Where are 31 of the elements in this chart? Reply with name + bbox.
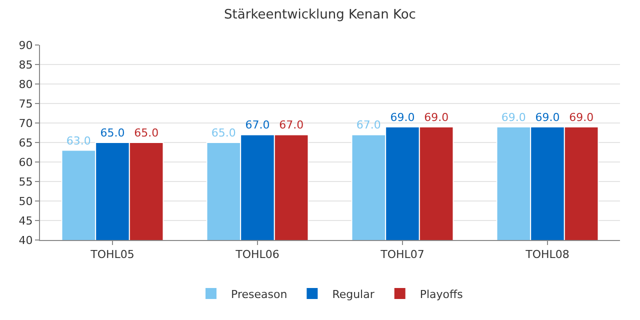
- data-label: 65.0: [134, 126, 159, 140]
- y-tick-label: 40: [18, 234, 33, 247]
- legend-label: Preseason: [231, 288, 288, 301]
- x-tick-label: TOHL08: [524, 248, 570, 262]
- y-tick-label: 60: [18, 156, 33, 169]
- y-tick-label: 85: [18, 58, 33, 72]
- y-tick-label: 55: [18, 175, 33, 188]
- data-label: 65.0: [211, 126, 236, 140]
- data-label: 65.0: [100, 126, 125, 140]
- legend-label: Playoffs: [420, 288, 464, 301]
- chart-title: Stärkeentwicklung Kenan Koc: [224, 8, 416, 23]
- data-label: 69.0: [535, 110, 560, 124]
- data-label: 67.0: [279, 118, 304, 132]
- data-label: 69.0: [501, 110, 526, 124]
- y-tick-label: 75: [18, 97, 33, 110]
- data-label: 69.0: [569, 110, 594, 124]
- data-label: 67.0: [356, 118, 381, 132]
- y-tick-label: 65: [18, 136, 33, 150]
- data-label: 63.0: [66, 134, 91, 148]
- data-label: 67.0: [245, 118, 270, 132]
- x-tick-label: TOHL06: [234, 248, 280, 262]
- y-tick-label: 45: [18, 214, 33, 228]
- x-tick-label: TOHL07: [380, 248, 424, 262]
- data-label: 69.0: [390, 110, 415, 124]
- y-tick-label: 90: [18, 38, 33, 52]
- legend-label: Regular: [332, 288, 375, 301]
- y-tick-label: 80: [18, 78, 33, 91]
- y-tick-label: 70: [18, 116, 33, 130]
- y-tick-label: 50: [18, 194, 33, 208]
- data-label: 69.0: [424, 110, 449, 124]
- x-tick-label: TOHL05: [90, 248, 134, 262]
